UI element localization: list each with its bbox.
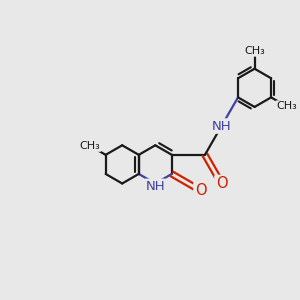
Text: CH₃: CH₃ (80, 141, 100, 151)
Text: O: O (195, 183, 206, 198)
Text: NH: NH (212, 119, 231, 133)
Text: NH: NH (146, 180, 165, 193)
Text: O: O (216, 176, 227, 191)
Text: CH₃: CH₃ (244, 46, 265, 56)
Text: CH₃: CH₃ (277, 101, 297, 112)
